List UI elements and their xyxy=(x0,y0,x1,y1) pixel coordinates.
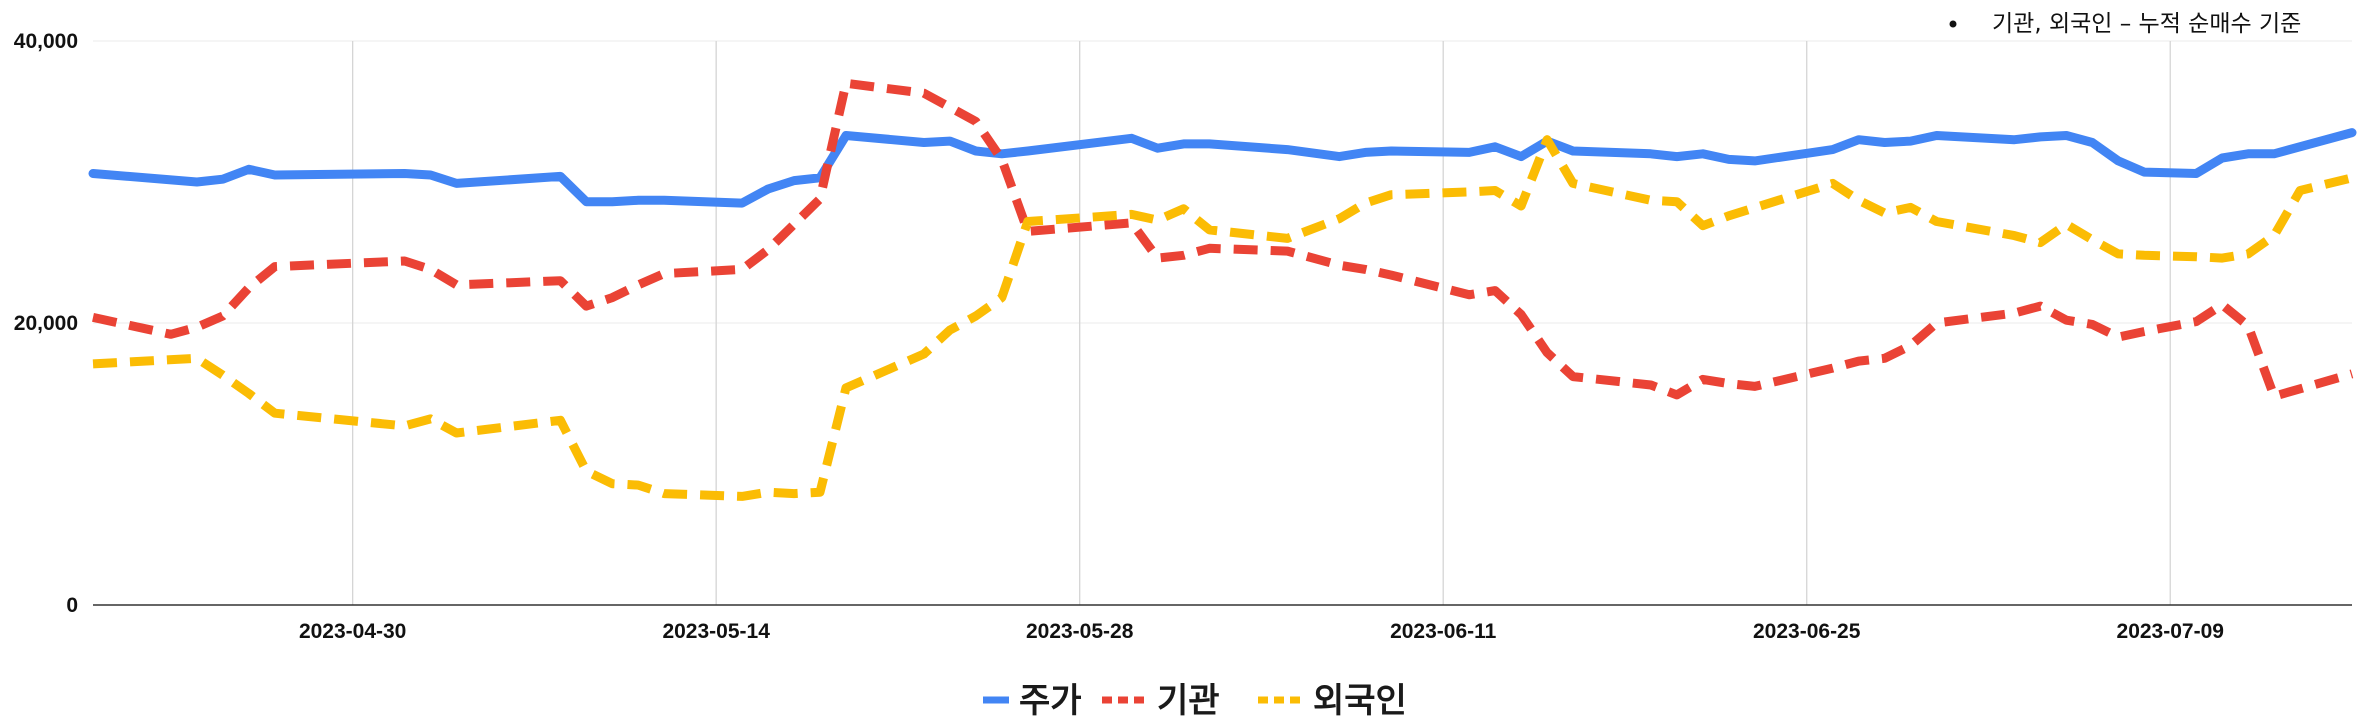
series-line-3 xyxy=(92,135,2354,501)
legend: 주가 기관 외국인 xyxy=(983,681,1407,719)
note-bullet-icon xyxy=(1949,20,1957,28)
x-tick-label: 2023-04-30 xyxy=(299,620,406,643)
gridlines xyxy=(93,40,2352,605)
x-tick-label: 2023-07-09 xyxy=(2117,620,2224,643)
x-tick-label: 2023-05-14 xyxy=(662,620,770,643)
y-tick-label: 20,000 xyxy=(14,312,78,335)
y-tick-label: 40,000 xyxy=(14,30,78,53)
tick-labels: 0 20,000 40,000 2023-04-30 2023-05-14 2023-05… xyxy=(14,30,2224,643)
x-tick-label: 2023-06-25 xyxy=(1753,620,1861,643)
series-line-1 xyxy=(88,128,2357,208)
x-tick-label: 2023-05-28 xyxy=(1026,620,1134,643)
chart-note: 기관, 외국인 – 누적 순매수 기준 xyxy=(1949,11,2301,37)
series-line-2 xyxy=(92,78,2354,401)
legend-label-1: 주가 xyxy=(1019,681,1082,719)
legend-label-2: 기관 xyxy=(1157,681,1220,719)
note-text: 기관, 외국인 – 누적 순매수 기준 xyxy=(1992,11,2301,37)
y-tick-label: 0 xyxy=(66,594,78,617)
series-lines xyxy=(88,78,2357,501)
legend-label-3: 외국인 xyxy=(1313,681,1407,719)
x-tick-label: 2023-06-11 xyxy=(1390,620,1497,643)
